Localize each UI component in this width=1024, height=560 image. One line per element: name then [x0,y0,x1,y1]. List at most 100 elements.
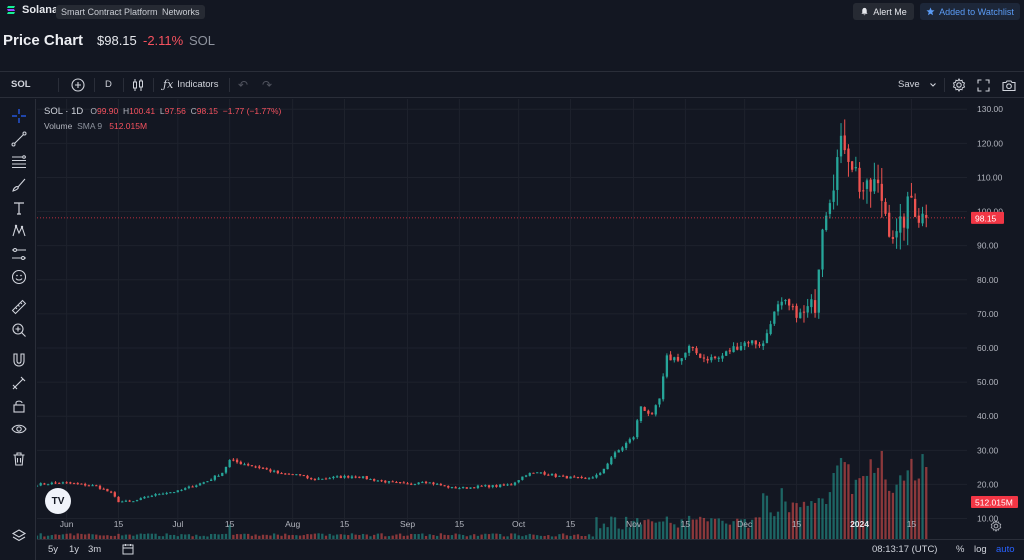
range-3m-button[interactable]: 3m [88,544,102,555]
candle-body [739,346,743,350]
redo-button[interactable]: ↷ [262,77,272,93]
tag-networks[interactable]: Networks [157,5,205,19]
candle-body [369,478,372,480]
candle-body [391,481,394,483]
object-tree-tool[interactable] [10,527,27,544]
pattern-tool[interactable] [10,222,27,239]
trend-line-tool[interactable] [10,130,27,147]
candle-body [428,482,431,484]
candle-body [106,488,109,492]
fullscreen-button[interactable] [977,77,990,93]
volume-bar [154,533,157,539]
interval-button[interactable]: D [105,79,112,90]
tradingview-logo-icon: TV [51,495,65,507]
emoji-tool[interactable] [10,268,27,285]
volume-bar [95,534,98,539]
candle-body [513,482,517,485]
lock-icon [12,400,25,413]
tag-smart-contract-platform[interactable]: Smart Contract Platform [56,5,163,19]
volume-bar [902,480,906,539]
volume-bar [895,484,898,539]
candle-body [87,485,91,487]
candle-body [769,324,772,334]
candle-body [398,482,402,484]
volume-bar [76,533,79,539]
compare-symbol-button[interactable] [71,77,85,93]
candle-body [695,348,698,354]
range-1y-button[interactable]: 1y [69,544,80,555]
indicators-button[interactable]: ƒx Indicators [163,77,218,93]
last-price-tag [971,211,1004,224]
log-scale-toggle[interactable]: log [974,544,987,555]
candle-body [521,476,524,480]
volume-bar [788,512,791,539]
candle-body [565,476,568,479]
candle-body [37,485,39,487]
time-axis-label: 15 [455,519,465,529]
volume-bar [343,534,346,539]
volume-bar [643,520,646,539]
time-axis-label: 2024 [850,519,869,529]
volume-bar [717,518,720,539]
volume-bar [650,521,654,539]
remove-drawings-tool[interactable] [10,450,27,467]
volume-bar [632,520,635,539]
volume-bar [876,467,880,539]
auto-scale-toggle[interactable]: auto [996,544,1015,555]
chart-type-button[interactable] [132,77,144,93]
candle-body [717,357,720,359]
volume-bar [65,533,68,539]
volume-bar [706,521,709,539]
volume-bar [143,533,146,539]
crosshair-tool[interactable] [10,107,27,124]
volume-bar [458,534,461,539]
utc-clock[interactable]: 08:13:17 (UTC) [872,544,938,555]
zoom-in-tool[interactable] [10,321,27,338]
ruler-tool[interactable] [10,298,27,315]
settings-button[interactable] [952,77,966,93]
last-price-tag-label: 98.15 [975,213,997,223]
alert-me-button[interactable]: Alert Me [853,3,914,20]
brush-tool[interactable] [10,176,27,193]
time-axis-label: Aug [285,519,300,529]
fib-tool[interactable] [10,153,27,170]
candle-body [795,305,798,318]
candle-body [550,473,554,476]
undo-button[interactable]: ↶ [238,77,248,93]
date-range-button[interactable] [122,543,134,558]
candle-body [758,344,761,346]
candle-body [847,148,850,162]
save-button[interactable]: Save [898,79,920,90]
volume-bar [584,535,587,539]
candle-body [280,473,283,475]
save-options-button[interactable] [929,77,937,93]
tradingview-logo[interactable]: TV [45,488,71,514]
legend-open-value: 99.90 [96,106,119,116]
forecast-tool[interactable] [10,245,27,262]
candle-body [487,485,491,488]
percent-scale-toggle[interactable]: % [956,544,965,555]
watchlist-button[interactable]: Added to Watchlist [920,3,1020,20]
undo-icon: ↶ [238,78,249,92]
volume-bar [402,535,405,539]
candle-body [217,475,220,477]
magnet-tool[interactable] [10,351,27,368]
range-5y-button[interactable]: 5y [48,544,59,555]
text-tool[interactable] [10,199,27,216]
screenshot-button[interactable] [1002,77,1016,93]
candle-body [799,312,802,319]
volume-bar [221,534,224,539]
scale-settings-button[interactable] [990,519,1002,537]
price-chart-canvas[interactable]: 10.00 20.00 30.00 40.00 50.00 60.00 70.00 80.00… [37,99,1024,539]
brand[interactable]: Solana [6,4,58,16]
candle-body [295,474,298,476]
candle-body [687,346,691,353]
hide-drawings-tool[interactable] [10,420,27,437]
candle-body [580,477,583,479]
candle-body [802,311,806,313]
symbol-search-button[interactable]: SOL [11,79,31,90]
lock-tool[interactable] [10,397,27,414]
candle-body [406,483,409,485]
price-axis-label: 50.00 [977,377,999,387]
stay-drawing-tool[interactable] [10,374,27,391]
